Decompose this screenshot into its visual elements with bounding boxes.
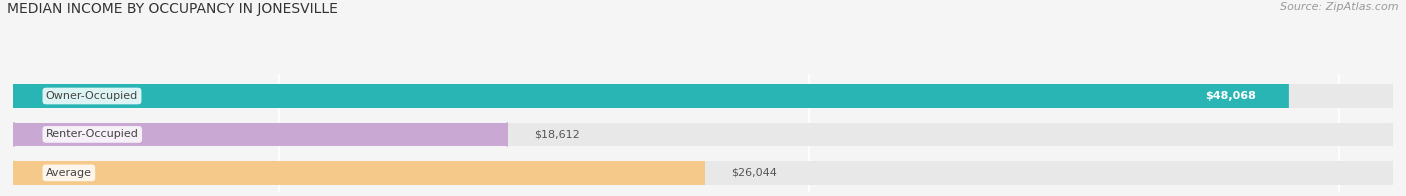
- Text: $18,612: $18,612: [534, 129, 579, 139]
- Text: Source: ZipAtlas.com: Source: ZipAtlas.com: [1281, 2, 1399, 12]
- Bar: [14, 161, 704, 185]
- Text: Renter-Occupied: Renter-Occupied: [46, 129, 139, 139]
- Bar: [14, 84, 1392, 108]
- Bar: [14, 122, 508, 146]
- Text: Owner-Occupied: Owner-Occupied: [46, 91, 138, 101]
- Text: MEDIAN INCOME BY OCCUPANCY IN JONESVILLE: MEDIAN INCOME BY OCCUPANCY IN JONESVILLE: [7, 2, 337, 16]
- Bar: [14, 122, 1392, 146]
- Text: Average: Average: [46, 168, 91, 178]
- Text: $26,044: $26,044: [731, 168, 776, 178]
- Text: $48,068: $48,068: [1205, 91, 1256, 101]
- Bar: [14, 161, 1392, 185]
- Bar: [14, 84, 1288, 108]
